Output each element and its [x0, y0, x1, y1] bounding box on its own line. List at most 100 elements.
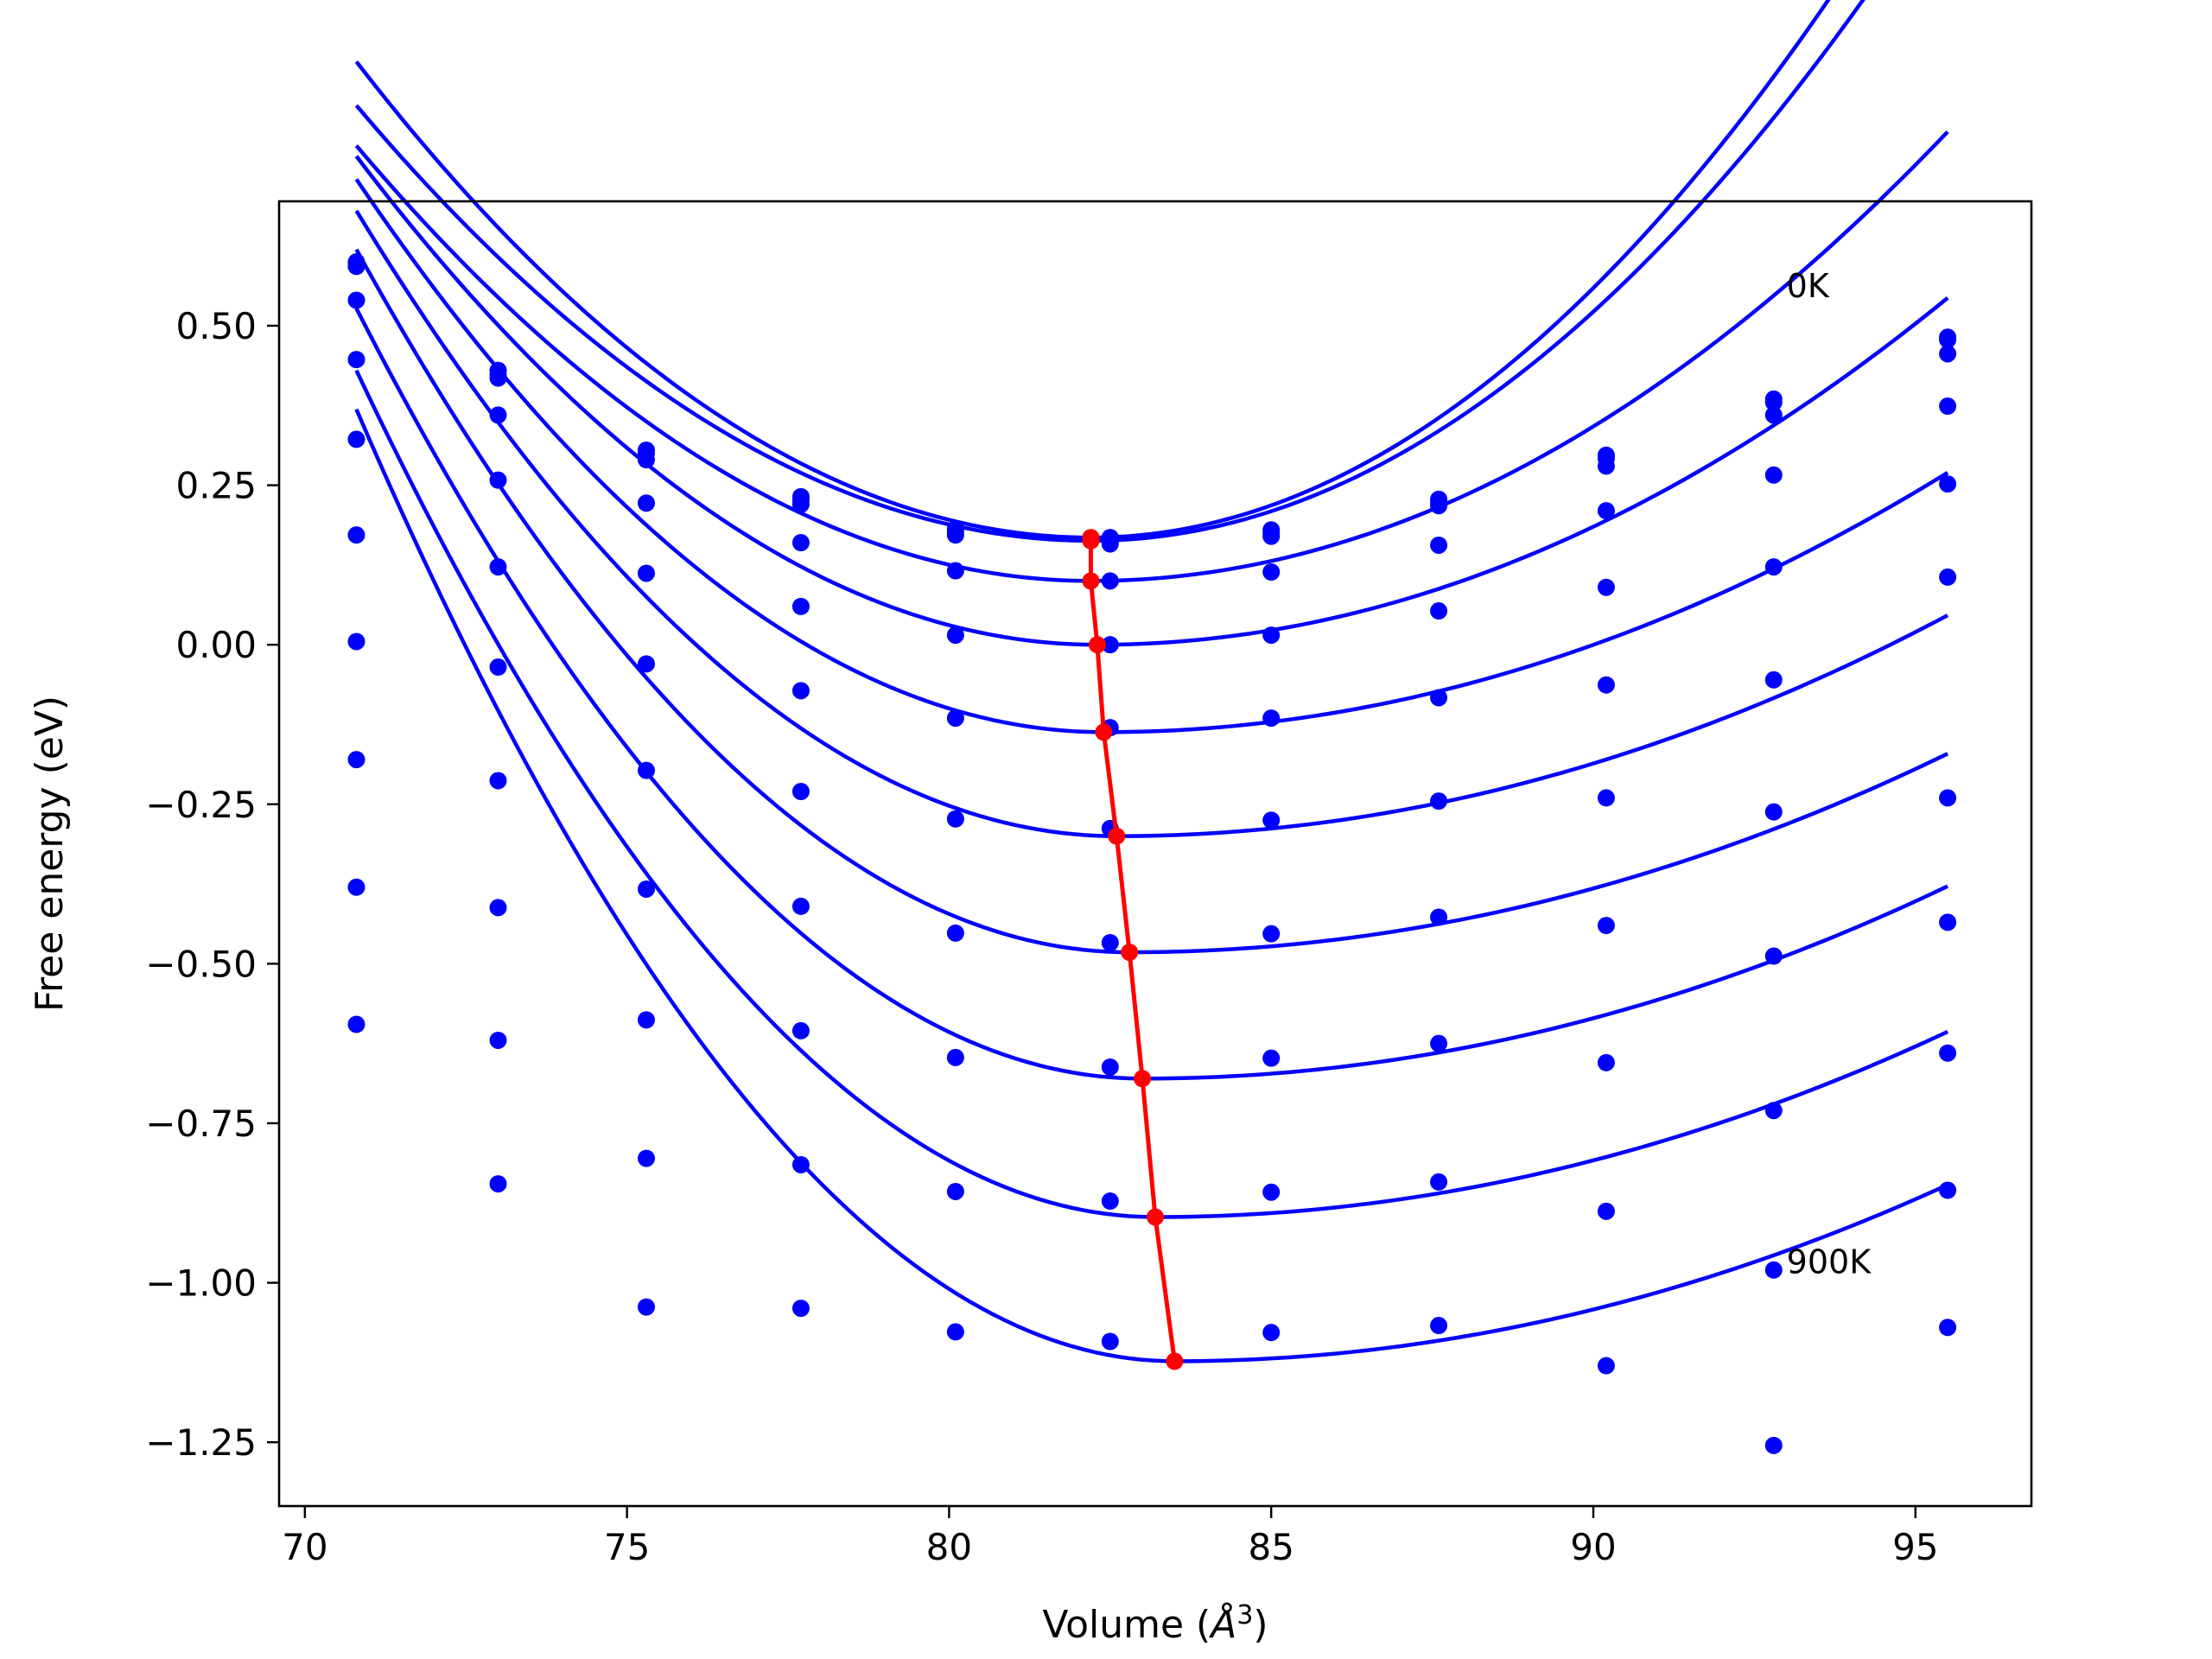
data-point [347, 632, 365, 651]
data-point [1764, 393, 1783, 411]
data-point [1764, 947, 1783, 965]
data-point [946, 1323, 964, 1341]
fit-curve [354, 0, 1866, 543]
data-point [791, 1021, 810, 1039]
data-point [946, 1048, 964, 1066]
data-point [791, 897, 810, 915]
data-point [946, 626, 964, 645]
minimum-point [1121, 944, 1139, 962]
data-point [1597, 1202, 1615, 1220]
data-point [1597, 676, 1615, 694]
data-point [1262, 709, 1281, 728]
data-point [347, 291, 365, 309]
minimum-point [1088, 636, 1106, 654]
data-point [1764, 466, 1783, 484]
data-point [1597, 1053, 1615, 1071]
y-axis-ticks: −1.25 −1.00 −0.75 −0.50 −0.25 0.00 0.25 0.50 [145, 305, 279, 1464]
data-point [489, 369, 507, 387]
minimum-curve [1082, 529, 1184, 1370]
data-point [946, 562, 964, 580]
minimum-line [1088, 537, 1177, 1362]
data-point [791, 534, 810, 552]
minimum-point [1147, 1208, 1164, 1226]
data-point [1764, 1102, 1783, 1120]
x-tick-label: 90 [1570, 1526, 1616, 1568]
data-point [1430, 497, 1448, 515]
data-point [1430, 536, 1448, 554]
data-point [1262, 626, 1281, 645]
data-point [637, 494, 655, 512]
y-tick-label: 0.50 [175, 305, 257, 347]
data-point [489, 558, 507, 576]
data-point [1939, 1181, 1957, 1199]
fit-curve [354, 155, 1949, 647]
data-point [637, 451, 655, 469]
x-axis-label-close: ) [1253, 1603, 1268, 1647]
data-point [1597, 502, 1615, 520]
data-point [1939, 475, 1957, 493]
y-tick-label: −0.75 [145, 1103, 257, 1145]
x-axis-label-unit: Å [1208, 1601, 1236, 1647]
fit-curve [354, 130, 1949, 583]
y-tick-label: −0.25 [145, 784, 257, 826]
data-point [637, 1298, 655, 1316]
minimum-point [1108, 827, 1126, 845]
x-tick-label: 85 [1248, 1526, 1294, 1568]
x-tick-label: 70 [282, 1526, 327, 1568]
data-point [1764, 406, 1783, 424]
data-point [791, 495, 810, 513]
data-point [637, 1011, 655, 1029]
fit-curve [354, 178, 1949, 734]
y-tick-label: 0.25 [175, 465, 257, 507]
data-point [1101, 934, 1119, 952]
data-point [1430, 792, 1448, 810]
data-point [489, 1031, 507, 1049]
data-point [1764, 558, 1783, 576]
fit-curve [354, 248, 1949, 955]
data-points [347, 253, 1957, 1454]
data-point [1939, 331, 1957, 349]
data-point [946, 924, 964, 942]
data-point [1262, 1049, 1281, 1067]
data-point [347, 751, 365, 769]
data-point [1597, 457, 1615, 475]
data-point [637, 880, 655, 898]
data-point [1430, 908, 1448, 926]
data-point [791, 682, 810, 700]
data-point [489, 899, 507, 917]
y-tick-label: −1.25 [145, 1421, 257, 1464]
data-point [347, 1015, 365, 1033]
data-point [1939, 345, 1957, 363]
minimum-point [1082, 572, 1100, 590]
minimum-point [1082, 531, 1100, 550]
data-point [1939, 1319, 1957, 1337]
minimum-point [1134, 1070, 1152, 1088]
fit-curve [354, 209, 1949, 838]
fit-curve [354, 408, 1948, 1363]
data-point [1764, 1436, 1783, 1454]
data-point [347, 430, 365, 448]
data-point [637, 1149, 655, 1167]
y-tick-label: 0.00 [175, 624, 257, 666]
data-point [946, 526, 964, 544]
data-point [1101, 636, 1119, 654]
annotations: 0K 900K [1787, 267, 1872, 1281]
data-point [1262, 527, 1281, 545]
x-axis-ticks: 70 75 80 85 90 95 [282, 1506, 1939, 1568]
y-tick-label: −1.00 [145, 1262, 257, 1305]
data-point [637, 761, 655, 779]
minimum-point [1166, 1352, 1184, 1370]
temperature-annotation: 900K [1787, 1243, 1872, 1281]
data-point [347, 526, 365, 544]
plot-frame [277, 200, 2033, 1508]
data-point [1939, 568, 1957, 586]
data-point [1764, 1261, 1783, 1279]
data-point [946, 810, 964, 828]
data-point [347, 878, 365, 896]
fit-curve [354, 0, 1831, 540]
data-point [1764, 671, 1783, 689]
data-point [1597, 578, 1615, 596]
data-point [489, 772, 507, 790]
data-point [1430, 1317, 1448, 1335]
